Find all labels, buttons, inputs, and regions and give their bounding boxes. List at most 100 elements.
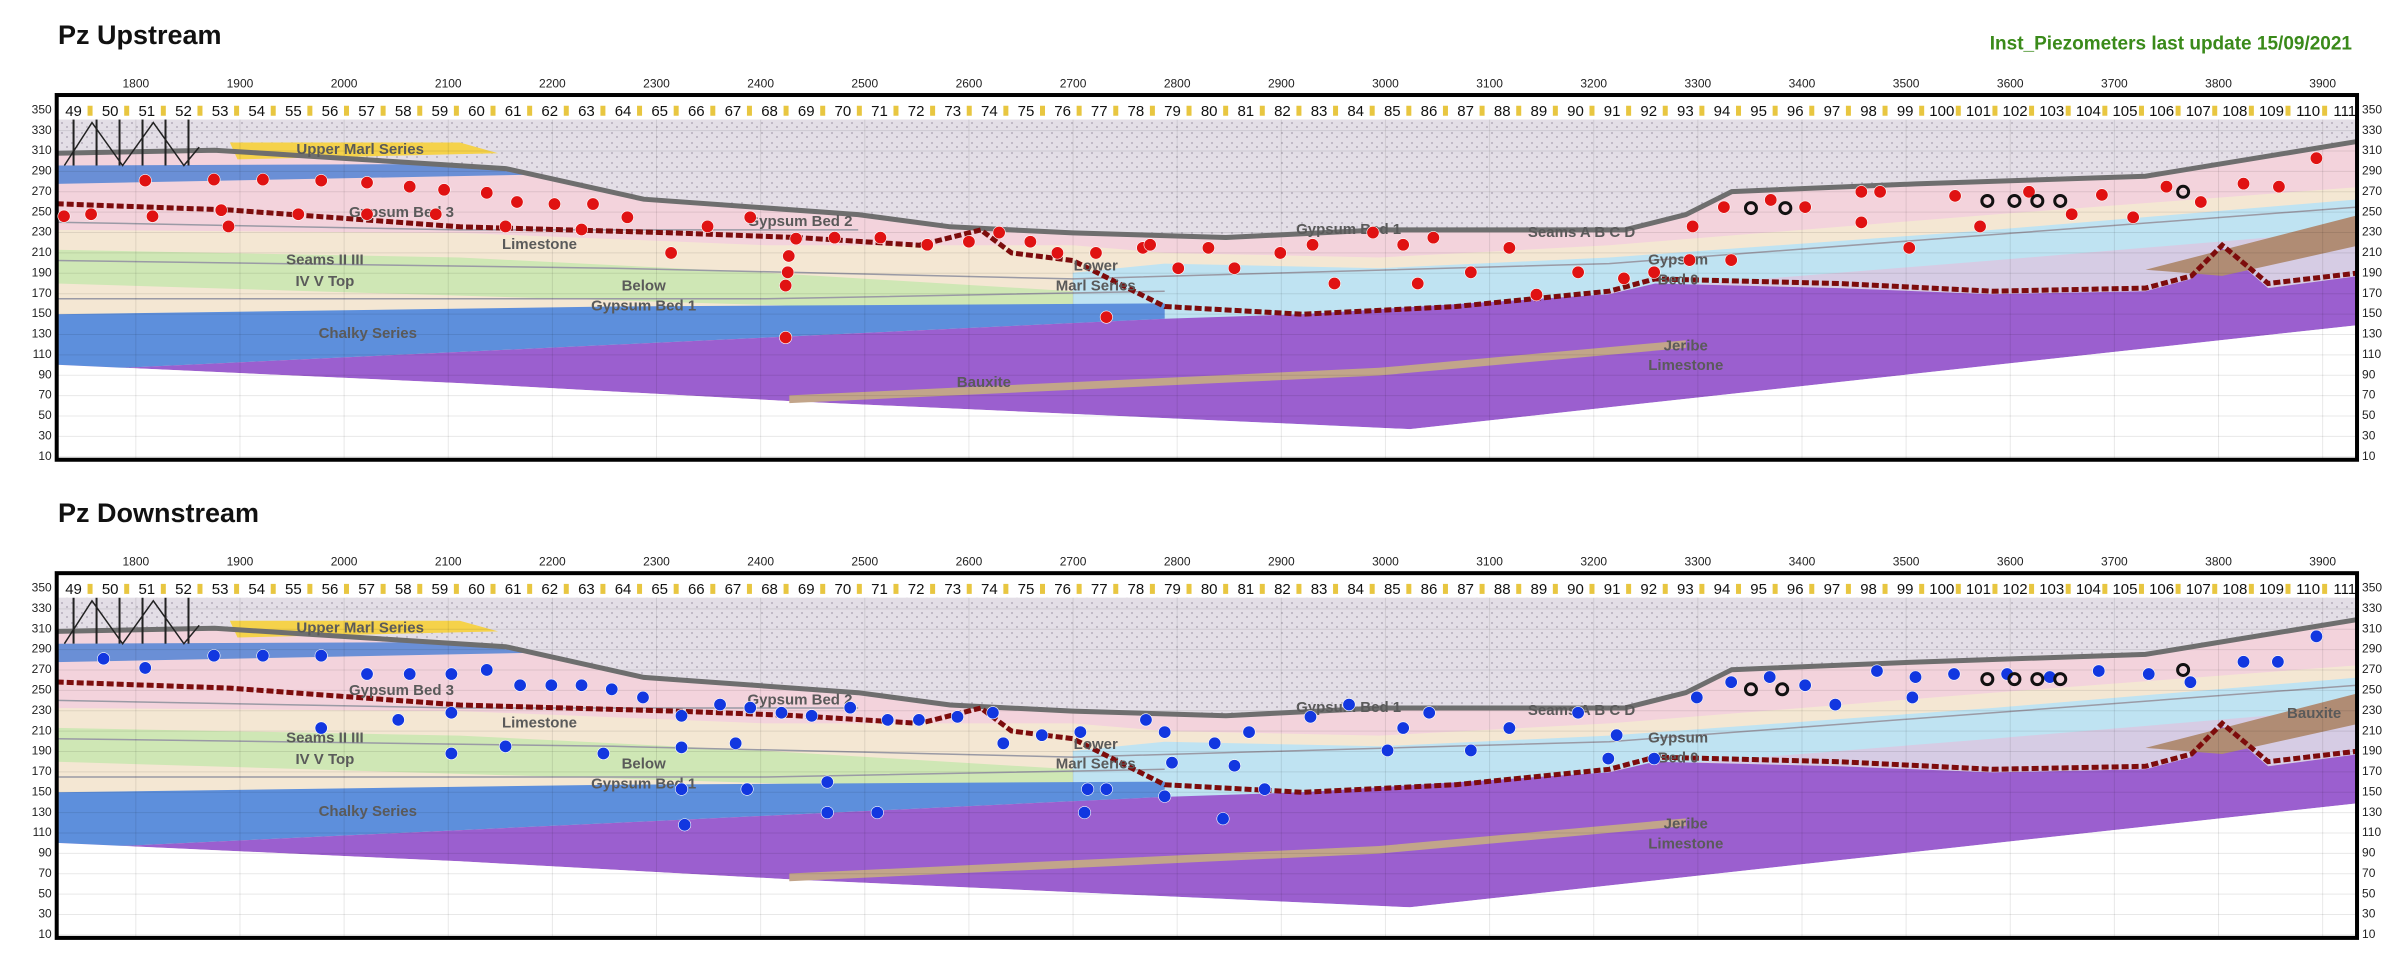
- section-marker: [1443, 106, 1448, 116]
- piezometer-point: [1949, 190, 1961, 202]
- section-label: 84: [1347, 581, 1364, 598]
- x-tick-label: 1800: [122, 76, 149, 90]
- y-tick-label: 10: [2362, 927, 2376, 941]
- y-tick-label: 150: [32, 306, 52, 320]
- piezometer-point: [97, 653, 109, 665]
- section-marker: [820, 106, 825, 116]
- piezometer-point: [1765, 194, 1777, 206]
- piezometer-point: [1397, 722, 1409, 734]
- section-marker: [527, 106, 532, 116]
- section-marker: [1187, 584, 1192, 594]
- section-marker: [1480, 584, 1485, 594]
- section-label: 71: [871, 581, 888, 598]
- y-tick-label: 330: [2362, 601, 2382, 615]
- piezometer-point: [993, 226, 1005, 238]
- piezometer-point: [913, 714, 925, 726]
- section-marker: [1480, 106, 1485, 116]
- section-label: 72: [908, 103, 925, 120]
- piezometer-point: [2195, 196, 2207, 208]
- y-tick-label: 30: [38, 907, 52, 921]
- section-label: 83: [1311, 581, 1328, 598]
- section-label: 98: [1860, 103, 1877, 120]
- piezometer-point: [499, 740, 511, 752]
- piezometer-point: [1024, 236, 1036, 248]
- section-label: 52: [175, 581, 192, 598]
- section-marker: [564, 106, 569, 116]
- y-tick-label: 50: [38, 408, 52, 422]
- piezometer-point: [292, 208, 304, 220]
- section-label: 81: [1237, 581, 1254, 598]
- piezometer-point: [315, 722, 327, 734]
- section-marker: [930, 584, 935, 594]
- piezometer-point: [779, 279, 791, 291]
- piezometer-point: [1100, 783, 1112, 795]
- piezometer-point: [783, 250, 795, 262]
- y-tick-label: 330: [2362, 123, 2382, 137]
- section-label: 51: [138, 103, 155, 120]
- piezometer-point: [597, 747, 609, 759]
- section-marker: [197, 584, 202, 594]
- piezometer-point: [963, 236, 975, 248]
- section-marker: [2029, 106, 2034, 116]
- y-tick-label: 230: [2362, 225, 2382, 239]
- y-tick-label: 310: [2362, 143, 2382, 157]
- piezometer-point: [1158, 726, 1170, 738]
- section-marker: [1992, 106, 1997, 116]
- piezometer-point: [1718, 201, 1730, 213]
- piezometer-point: [2310, 152, 2322, 164]
- section-label: 102: [2003, 103, 2028, 120]
- piezometer-point: [545, 679, 557, 691]
- piezometer-point: [744, 211, 756, 223]
- x-tick-label: 2000: [331, 555, 358, 569]
- section-marker: [1003, 584, 1008, 594]
- layer-label: Upper Marl Series: [296, 141, 424, 158]
- section-label: 50: [102, 581, 119, 598]
- piezometer-point: [361, 668, 373, 680]
- section-marker: [1406, 106, 1411, 116]
- y-tick-label: 50: [2362, 886, 2376, 900]
- piezometer-point: [139, 174, 151, 186]
- y-tick-label: 210: [32, 245, 52, 259]
- piezometer-point: [1228, 760, 1240, 772]
- section-marker: [1187, 106, 1192, 116]
- section-marker: [124, 584, 129, 594]
- section-label: 100: [1929, 103, 1954, 120]
- layer-label: Gypsum: [1648, 251, 1708, 268]
- section-label: 83: [1311, 103, 1328, 120]
- piezometer-point: [1909, 671, 1921, 683]
- section-marker: [1150, 584, 1155, 594]
- y-tick-label: 170: [32, 286, 52, 300]
- section-marker: [2285, 584, 2290, 594]
- piezometer-point: [2237, 656, 2249, 668]
- piezometer-point: [2096, 189, 2108, 201]
- section-marker: [2139, 106, 2144, 116]
- section-marker: [1663, 106, 1668, 116]
- section-marker: [2249, 106, 2254, 116]
- y-tick-label: 350: [2362, 102, 2382, 116]
- layer-label: Jeribe: [1664, 815, 1708, 832]
- section-marker: [307, 584, 312, 594]
- x-tick-label: 2300: [643, 555, 670, 569]
- section-marker: [2176, 584, 2181, 594]
- piezometer-point: [1906, 691, 1918, 703]
- x-tick-label: 3800: [2205, 555, 2232, 569]
- x-tick-label: 3500: [1893, 76, 1920, 90]
- piezometer-point: [1243, 726, 1255, 738]
- section-label: 99: [1897, 581, 1914, 598]
- section-label: 109: [2259, 103, 2284, 120]
- section-label: 105: [2112, 103, 2137, 120]
- piezometer-point: [1202, 242, 1214, 254]
- layer-label: Bauxite: [957, 374, 1011, 391]
- section-marker: [1883, 106, 1888, 116]
- piezometer-point: [1829, 698, 1841, 710]
- section-marker: [527, 584, 532, 594]
- section-label: 90: [1567, 581, 1584, 598]
- piezometer-point: [58, 210, 70, 222]
- piezometer-point: [438, 184, 450, 196]
- section-label: 87: [1457, 103, 1474, 120]
- cross-section-page: Pz UpstreamInst_Piezometers last update …: [0, 0, 2403, 967]
- section-marker: [1883, 584, 1888, 594]
- y-tick-label: 250: [32, 683, 52, 697]
- section-label: 74: [981, 581, 998, 598]
- piezometer-point: [392, 714, 404, 726]
